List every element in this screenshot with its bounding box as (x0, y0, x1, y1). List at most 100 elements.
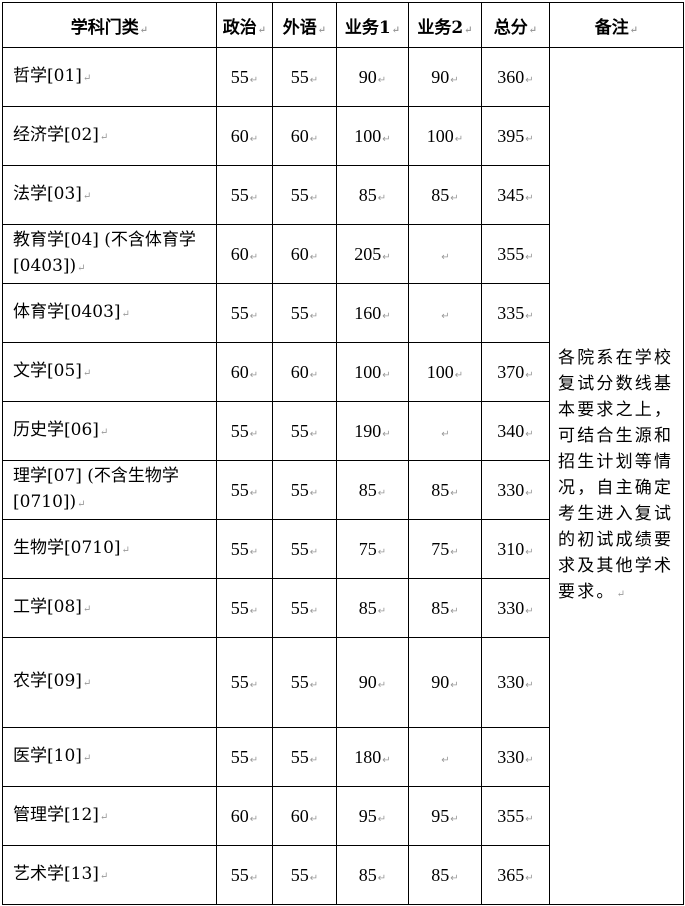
table-row: 体育学[0403]5555160335 (2, 283, 684, 343)
politics-cell: 60 (216, 106, 273, 166)
subject2-cell: 95 (408, 786, 482, 846)
table-row: 历史学[06]5555190340 (2, 401, 684, 461)
language-cell: 55 (272, 460, 337, 520)
category-cell: 管理学[12] (2, 786, 217, 846)
category-cell: 经济学[02] (2, 106, 217, 166)
politics-cell: 60 (216, 786, 273, 846)
subject1-cell: 190 (336, 401, 409, 461)
subject1-cell: 85 (336, 460, 409, 520)
table-row: 教育学[04] (不含体育学[0403])6060205355 (2, 224, 684, 284)
category-cell: 理学[07] (不含生物学[0710]) (2, 460, 217, 520)
total-cell: 370 (481, 342, 550, 402)
category-cell: 艺术学[13] (2, 845, 217, 905)
subject2-cell: 85 (408, 460, 482, 520)
total-cell: 360 (481, 47, 550, 107)
total-cell: 355 (481, 786, 550, 846)
category-cell: 历史学[06] (2, 401, 217, 461)
category-cell: 文学[05] (2, 342, 217, 402)
category-cell: 体育学[0403] (2, 283, 217, 343)
category-cell: 工学[08] (2, 578, 217, 638)
subject2-cell: 85 (408, 845, 482, 905)
language-cell: 55 (272, 845, 337, 905)
category-cell: 生物学[0710] (2, 519, 217, 579)
notes-cell: 各院系在学校复试分数线基本要求之上，可结合生源和招生计划等情况，自主确定考生进入… (549, 47, 684, 905)
total-cell: 355 (481, 224, 550, 284)
politics-cell: 55 (216, 165, 273, 225)
total-cell: 395 (481, 106, 550, 166)
table-row: 医学[10]5555180330 (2, 727, 684, 787)
subject1-cell: 85 (336, 165, 409, 225)
total-cell: 330 (481, 578, 550, 638)
subject1-cell: 180 (336, 727, 409, 787)
subject2-cell: 100 (408, 342, 482, 402)
total-cell: 365 (481, 845, 550, 905)
subject2-cell: 75 (408, 519, 482, 579)
subject2-cell (408, 224, 482, 284)
subject1-cell: 100 (336, 106, 409, 166)
language-cell: 55 (272, 578, 337, 638)
subject1-cell: 75 (336, 519, 409, 579)
politics-cell: 60 (216, 224, 273, 284)
subject2-cell (408, 401, 482, 461)
subject2-cell: 85 (408, 165, 482, 225)
header-category: 学科门类 (2, 2, 217, 48)
language-cell: 60 (272, 224, 337, 284)
table-row: 管理学[12]60609595355 (2, 786, 684, 846)
politics-cell: 55 (216, 578, 273, 638)
subject1-cell: 85 (336, 845, 409, 905)
politics-cell: 55 (216, 845, 273, 905)
language-cell: 55 (272, 165, 337, 225)
total-cell: 330 (481, 637, 550, 728)
total-cell: 335 (481, 283, 550, 343)
subject1-cell: 95 (336, 786, 409, 846)
politics-cell: 55 (216, 637, 273, 728)
politics-cell: 55 (216, 727, 273, 787)
language-cell: 60 (272, 106, 337, 166)
total-cell: 310 (481, 519, 550, 579)
subject2-cell: 90 (408, 637, 482, 728)
header-language: 外语 (272, 2, 337, 48)
table-row: 生物学[0710]55557575310 (2, 519, 684, 579)
language-cell: 55 (272, 47, 337, 107)
politics-cell: 55 (216, 283, 273, 343)
table-row: 经济学[02]6060100100395 (2, 106, 684, 166)
subject1-cell: 160 (336, 283, 409, 343)
subject1-cell: 85 (336, 578, 409, 638)
subject2-cell: 100 (408, 106, 482, 166)
language-cell: 55 (272, 401, 337, 461)
language-cell: 55 (272, 727, 337, 787)
total-cell: 330 (481, 727, 550, 787)
politics-cell: 55 (216, 47, 273, 107)
politics-cell: 60 (216, 342, 273, 402)
table-row: 艺术学[13]55558585365 (2, 845, 684, 905)
category-cell: 法学[03] (2, 165, 217, 225)
language-cell: 60 (272, 342, 337, 402)
category-cell: 教育学[04] (不含体育学[0403]) (2, 224, 217, 284)
header-row: 学科门类 政治 外语 业务1 业务2 总分 备注 (2, 2, 684, 48)
header-subject1: 业务1 (336, 2, 409, 48)
subject2-cell: 90 (408, 47, 482, 107)
language-cell: 60 (272, 786, 337, 846)
total-cell: 330 (481, 460, 550, 520)
category-cell: 哲学[01] (2, 47, 217, 107)
subject1-cell: 205 (336, 224, 409, 284)
header-subject2: 业务2 (408, 2, 482, 48)
subject2-cell (408, 727, 482, 787)
subject1-cell: 100 (336, 342, 409, 402)
subject2-cell: 85 (408, 578, 482, 638)
subject2-cell (408, 283, 482, 343)
table-row: 理学[07] (不含生物学[0710])55558585330 (2, 460, 684, 520)
language-cell: 55 (272, 637, 337, 728)
header-politics: 政治 (216, 2, 273, 48)
language-cell: 55 (272, 519, 337, 579)
category-cell: 医学[10] (2, 727, 217, 787)
total-cell: 340 (481, 401, 550, 461)
header-notes: 备注 (549, 2, 684, 48)
subject1-cell: 90 (336, 637, 409, 728)
table-row: 哲学[01]55559090360各院系在学校复试分数线基本要求之上，可结合生源… (2, 47, 684, 905)
category-cell: 农学[09] (2, 637, 217, 728)
subject1-cell: 90 (336, 47, 409, 107)
language-cell: 55 (272, 283, 337, 343)
total-cell: 345 (481, 165, 550, 225)
